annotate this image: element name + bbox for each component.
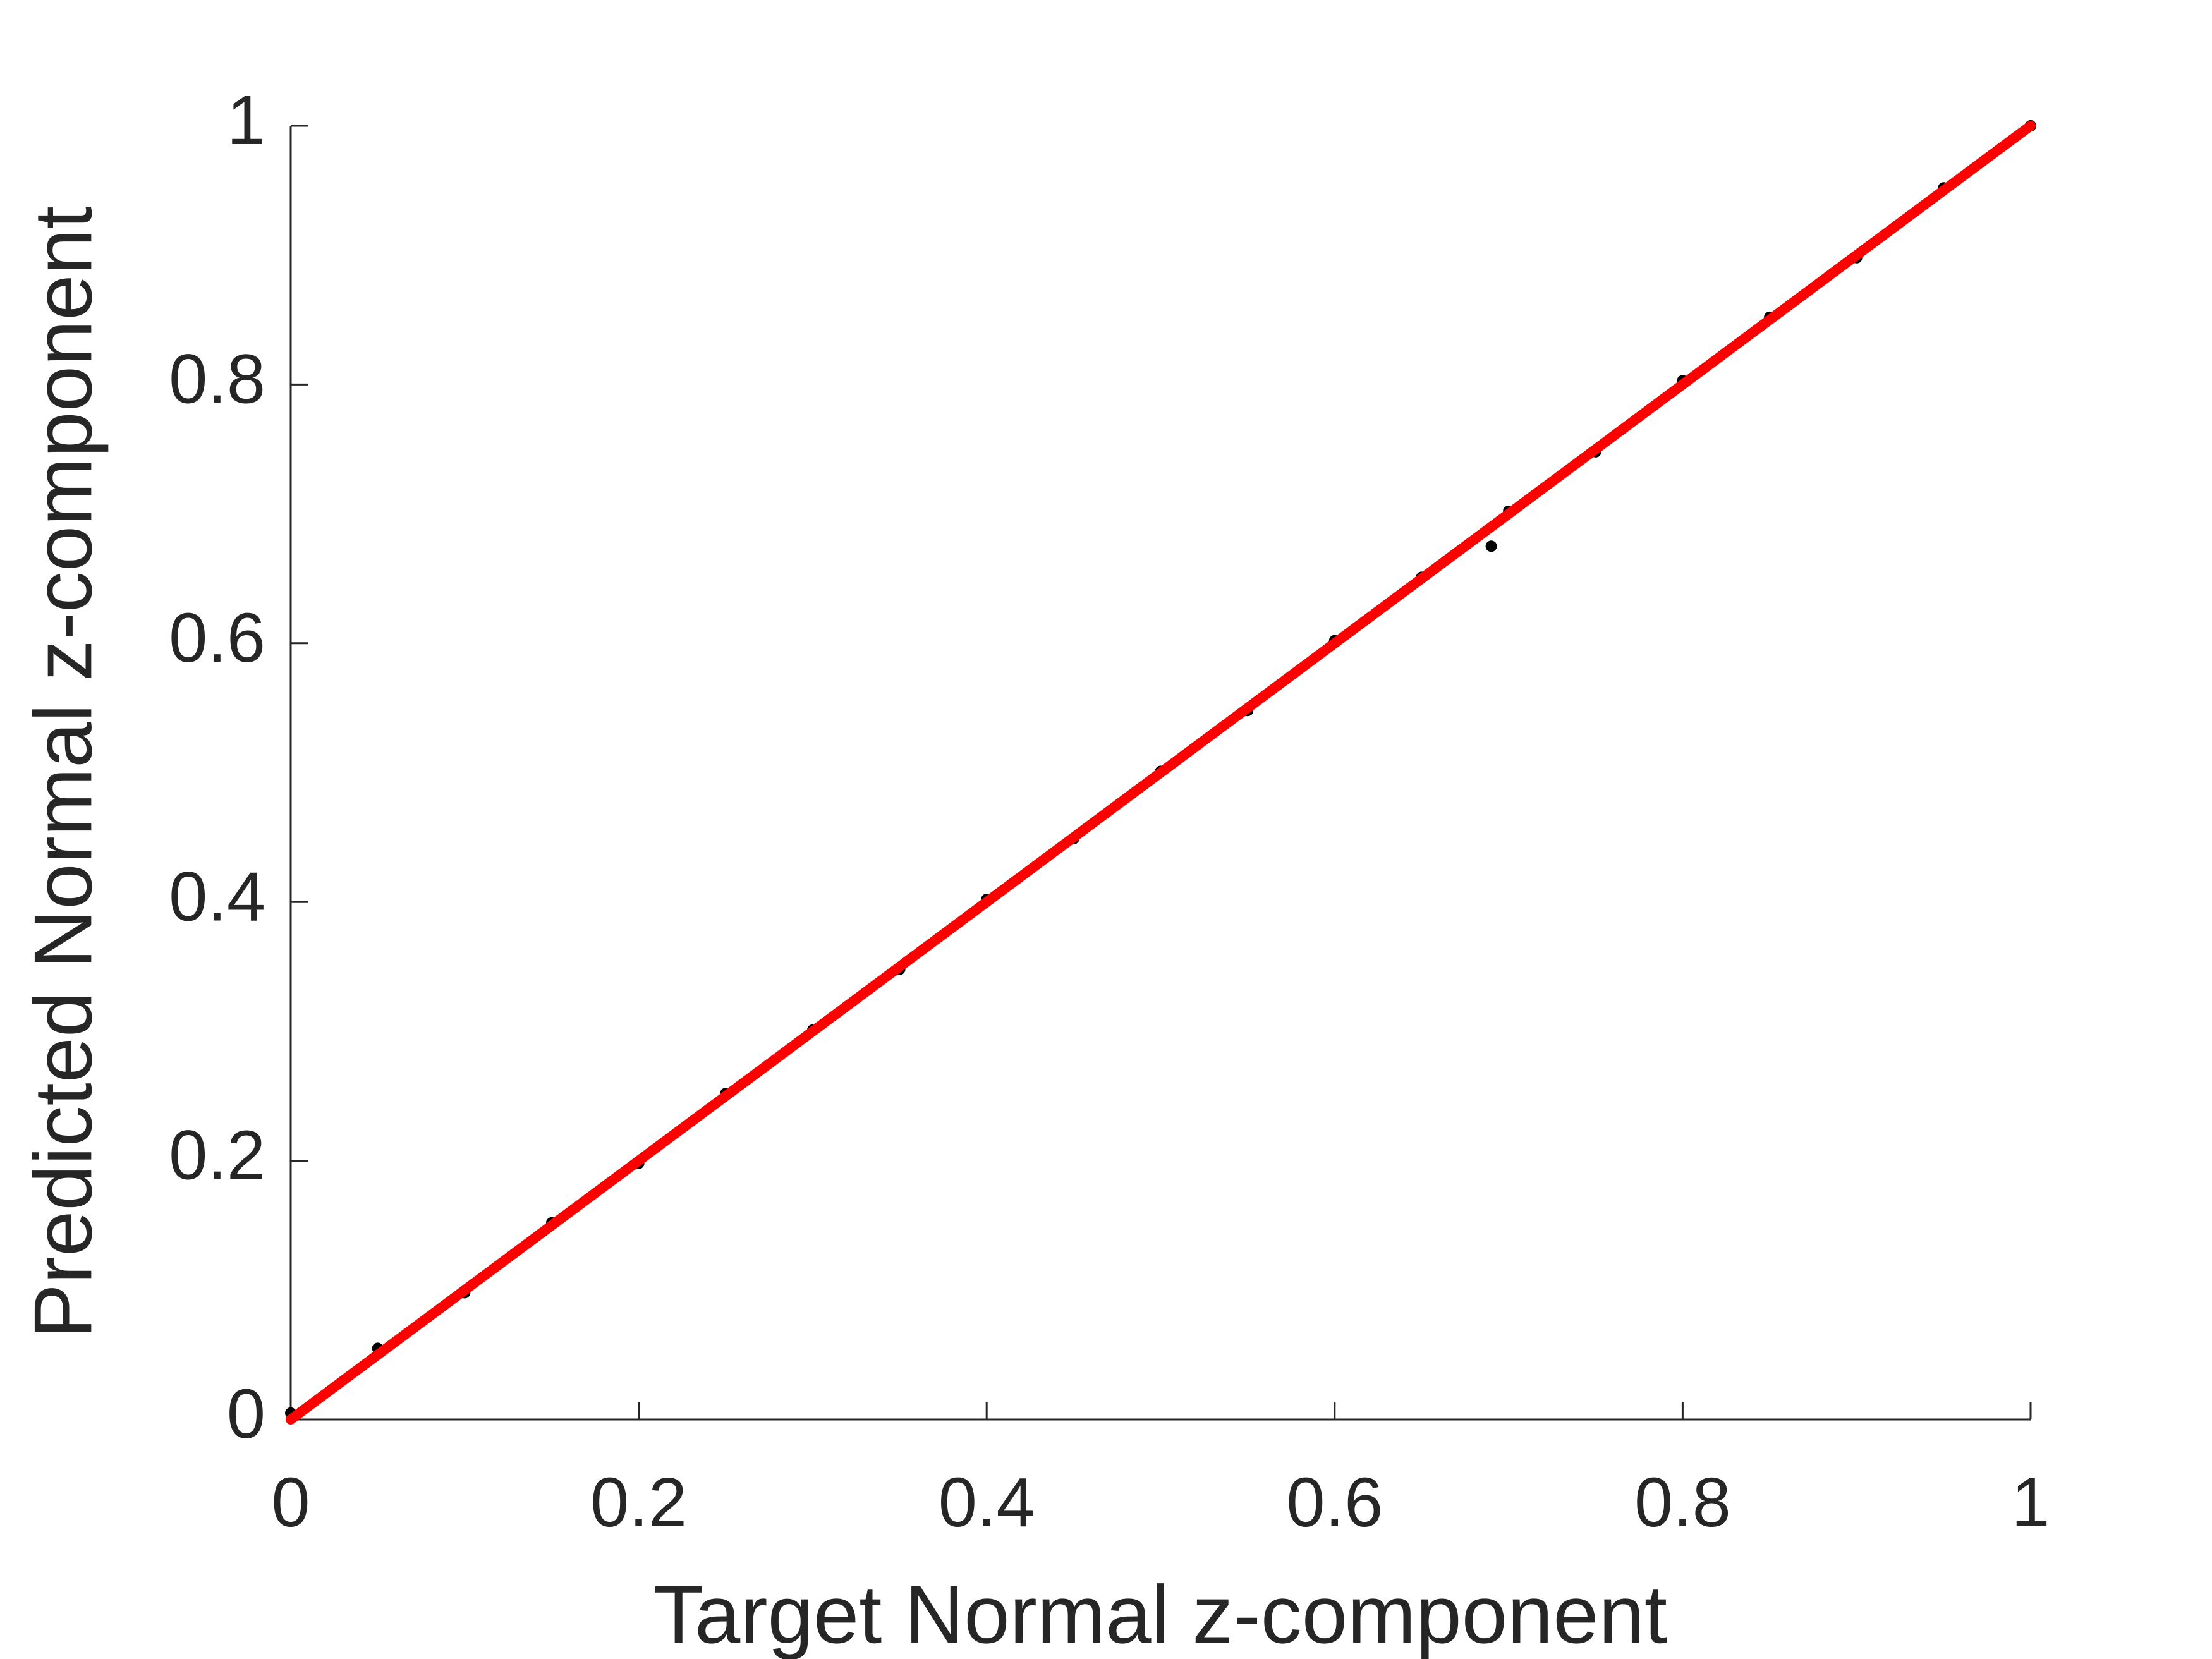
y-tick-label: 1 xyxy=(227,82,265,159)
y-axis-label: Predicted Normal z-component xyxy=(16,206,109,1339)
x-tick-label: 0.4 xyxy=(939,1464,1035,1541)
y-tick-label: 0.6 xyxy=(169,599,265,677)
y-tick-label: 0.4 xyxy=(169,858,265,935)
fit-line xyxy=(286,121,2036,1425)
x-tick-label: 0.2 xyxy=(590,1464,687,1541)
x-tick-label: 0 xyxy=(271,1464,310,1541)
x-tick-label: 0.6 xyxy=(1286,1464,1383,1541)
y-tick-label: 0 xyxy=(227,1375,265,1453)
x-axis-label: Target Normal z-component xyxy=(653,1568,1667,1659)
x-tick-label: 0.8 xyxy=(1634,1464,1731,1541)
y-tick-label: 0.2 xyxy=(169,1117,265,1194)
scatter-point xyxy=(1485,540,1497,552)
y-tick-label: 0.8 xyxy=(169,340,265,418)
x-tick-label: 1 xyxy=(2011,1464,2050,1541)
